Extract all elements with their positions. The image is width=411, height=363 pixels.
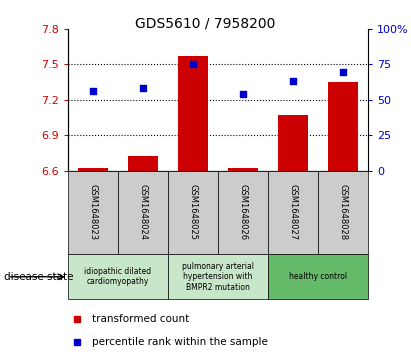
Bar (268, 254, 368, 299)
Text: GSM1648024: GSM1648024 (139, 184, 147, 240)
Text: GSM1648025: GSM1648025 (188, 184, 197, 240)
Text: healthy control: healthy control (289, 272, 347, 281)
Text: disease state: disease state (4, 272, 74, 282)
Text: idiopathic dilated
cardiomyopathy: idiopathic dilated cardiomyopathy (84, 267, 151, 286)
Text: transformed count: transformed count (92, 314, 189, 324)
Bar (178, 56, 208, 171)
Bar (328, 82, 358, 171)
Bar (128, 156, 158, 171)
Bar (318, 171, 368, 254)
Bar (78, 168, 108, 171)
Bar (228, 168, 258, 171)
Bar (68, 171, 118, 254)
Bar (118, 171, 168, 254)
Bar (168, 254, 268, 299)
Text: GSM1648028: GSM1648028 (338, 184, 347, 240)
Point (140, 86, 146, 91)
Text: GSM1648026: GSM1648026 (238, 184, 247, 240)
Bar (218, 171, 268, 254)
Bar (268, 171, 318, 254)
Text: GSM1648027: GSM1648027 (289, 184, 297, 240)
Point (90, 89, 96, 94)
Bar (68, 254, 168, 299)
Point (339, 69, 346, 74)
Bar (278, 115, 308, 171)
Text: GSM1648023: GSM1648023 (88, 184, 97, 240)
Text: GDS5610 / 7958200: GDS5610 / 7958200 (135, 16, 276, 30)
Text: pulmonary arterial
hypertension with
BMPR2 mutation: pulmonary arterial hypertension with BMP… (182, 262, 254, 292)
Bar (168, 171, 218, 254)
Point (240, 91, 246, 97)
Point (290, 78, 296, 84)
Text: percentile rank within the sample: percentile rank within the sample (92, 337, 268, 347)
Point (189, 61, 196, 68)
